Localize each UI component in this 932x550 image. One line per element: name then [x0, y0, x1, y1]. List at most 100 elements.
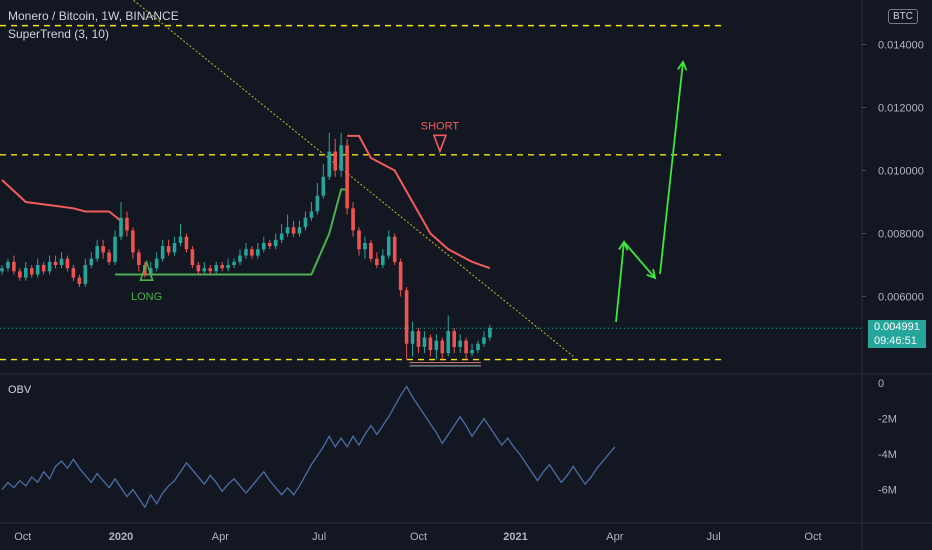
obv-line [1, 385, 616, 509]
candle-body [470, 350, 474, 354]
candle-body [125, 217, 129, 231]
indicator-label[interactable]: SuperTrend (3, 10) [8, 27, 109, 41]
candle-body [327, 151, 332, 177]
long-signal-label: LONG [131, 291, 162, 303]
price-tick-label: 0.006000 [878, 292, 924, 304]
candle-body [488, 328, 492, 338]
candle-body [279, 233, 284, 240]
projection-arrow-head [677, 60, 688, 71]
short-signal-arrow [432, 134, 448, 154]
candle-body [386, 236, 391, 256]
short-signal-label: SHORT [421, 120, 460, 132]
candle-body [404, 290, 409, 344]
candle-body [434, 340, 439, 351]
candle-body [357, 230, 361, 250]
candle-body [363, 242, 367, 250]
candle-body [345, 145, 349, 209]
candle-body [446, 331, 451, 354]
candle-body [291, 227, 296, 234]
candle-body [375, 258, 379, 266]
candle-body [184, 236, 189, 250]
candle-body [297, 227, 302, 234]
time-tick-label: Oct [410, 531, 427, 543]
candle-body [422, 337, 427, 347]
price-tick-label: 0.014000 [878, 40, 924, 52]
obv-tick-label: -6M [878, 485, 897, 497]
candle-body [190, 249, 195, 266]
candle-body [65, 258, 70, 269]
candle-body [77, 277, 82, 284]
time-tick-label: Oct [804, 531, 821, 543]
supertrend-up-line [115, 188, 348, 276]
candle-body [351, 208, 355, 231]
candle-body [154, 258, 159, 269]
candle-body [244, 249, 248, 256]
time-tick-label: Oct [14, 531, 31, 543]
candle-body [238, 255, 242, 262]
candle-body [256, 249, 260, 256]
candle-body [273, 239, 278, 247]
price-tick-label: 0.010000 [878, 166, 924, 178]
supertrend-down-line [1, 179, 122, 222]
candle-body [71, 268, 76, 278]
candle-body [226, 265, 230, 269]
candle-body [232, 261, 236, 266]
time-tick-label: 2021 [503, 531, 527, 543]
last-price-tag: 0.004991 [868, 320, 926, 334]
candle-body [267, 242, 272, 247]
candle-body [41, 265, 46, 272]
candle-body [315, 195, 320, 212]
candle-body [160, 246, 165, 259]
time-tick-label: Jul [707, 531, 721, 543]
candle-body [321, 176, 326, 196]
candle-body [452, 331, 456, 347]
candle-body [214, 265, 218, 272]
candle-body [440, 340, 445, 354]
obv-tick-label: -2M [878, 414, 897, 426]
supertrend-down-line [347, 134, 491, 270]
candle-body [89, 258, 94, 266]
candle-body [29, 268, 34, 275]
candle-body [303, 217, 308, 228]
candle-body [464, 340, 468, 354]
price-tick-label: 0.008000 [878, 229, 924, 241]
candle-body [83, 265, 88, 284]
candle-body [285, 227, 290, 234]
candle-body [309, 211, 314, 218]
obv-tick-label: -4M [878, 449, 897, 461]
candle-body [12, 261, 16, 272]
countdown-tag: 09:46:51 [868, 334, 926, 348]
candle-body [101, 246, 105, 253]
time-tick-label: Apr [606, 531, 623, 543]
candle-body [47, 261, 52, 272]
obv-tick-label: 0 [878, 378, 884, 390]
candle-body [262, 242, 266, 250]
symbol-title[interactable]: Monero / Bitcoin, 1W, BINANCE [8, 9, 179, 23]
candle-body [119, 217, 123, 237]
candle-body [202, 268, 207, 272]
candle-body [178, 236, 183, 243]
time-tick-label: Apr [212, 531, 229, 543]
candle-body [476, 343, 480, 351]
candle-body [428, 337, 433, 351]
candle-body [369, 242, 373, 259]
candle-body [482, 337, 486, 344]
projection-arrow-line [623, 241, 656, 279]
candle-body [6, 261, 10, 269]
candle-body [220, 265, 224, 269]
candle-body [95, 246, 99, 259]
currency-badge[interactable]: BTC [888, 9, 918, 24]
candle-body [166, 246, 171, 253]
obv-label[interactable]: OBV [8, 384, 32, 396]
candle-body [24, 268, 28, 278]
long-signal-arrow [139, 259, 154, 281]
candle-body [0, 268, 4, 272]
time-tick-label: Jul [312, 531, 326, 543]
candle-body [458, 340, 462, 347]
price-tick-label: 0.012000 [878, 103, 924, 115]
projection-arrow-head [646, 269, 657, 280]
candle-body [137, 252, 141, 266]
candle-body [107, 252, 111, 262]
